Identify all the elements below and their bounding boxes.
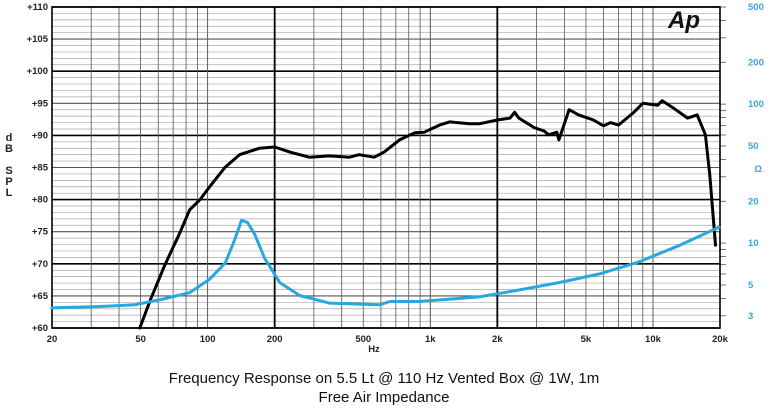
y2-axis-label: Ω xyxy=(754,164,762,175)
x-tick-label: 5k xyxy=(581,334,592,345)
x-tick-label: 2k xyxy=(492,334,503,345)
y-axis-label: dB SPL xyxy=(3,132,15,198)
y2-tick-label: 20 xyxy=(748,196,759,207)
y-tick-label: +110 xyxy=(27,2,48,13)
y2-tick-label: 3 xyxy=(748,311,753,322)
x-tick-label: 20k xyxy=(712,334,729,345)
ap-logo: Ap xyxy=(667,7,700,34)
y2-tick-label: 200 xyxy=(748,57,764,68)
x-tick-label: 100 xyxy=(200,334,216,345)
y-tick-label: +60 xyxy=(32,323,48,334)
y2-tick-label: 10 xyxy=(748,238,759,249)
chart-title: Frequency Response on 5.5 Lt @ 110 Hz Ve… xyxy=(168,370,600,387)
y-tick-label: +95 xyxy=(32,98,49,109)
x-tick-label: 200 xyxy=(267,334,283,345)
y-tick-label: +100 xyxy=(27,66,48,77)
x-tick-label: 50 xyxy=(135,334,146,345)
y-tick-label: +70 xyxy=(32,259,48,270)
y2-tick-label: 50 xyxy=(748,141,759,152)
impedance-line xyxy=(50,218,721,310)
y-tick-label: +75 xyxy=(32,227,49,238)
y-tick-label: +65 xyxy=(32,291,49,302)
y-tick-label: +80 xyxy=(32,195,48,206)
y2-tick-label: 5 xyxy=(748,280,754,291)
x-tick-label: 20 xyxy=(47,334,58,345)
x-tick-label: 500 xyxy=(355,334,371,345)
y-tick-label: +85 xyxy=(32,163,49,174)
y-tick-label: +105 xyxy=(27,34,49,45)
spl-response-line xyxy=(138,99,717,330)
x-axis-label: Hz xyxy=(368,344,380,355)
y2-tick-label: 500 xyxy=(748,2,764,13)
x-tick-label: 10k xyxy=(645,334,662,345)
x-tick-label: 1k xyxy=(425,334,436,345)
chart-subtitle: Free Air Impedance xyxy=(318,389,450,406)
y-tick-label: +90 xyxy=(32,130,48,141)
plot-frame xyxy=(51,6,721,329)
y2-tick-label: 100 xyxy=(748,99,764,110)
